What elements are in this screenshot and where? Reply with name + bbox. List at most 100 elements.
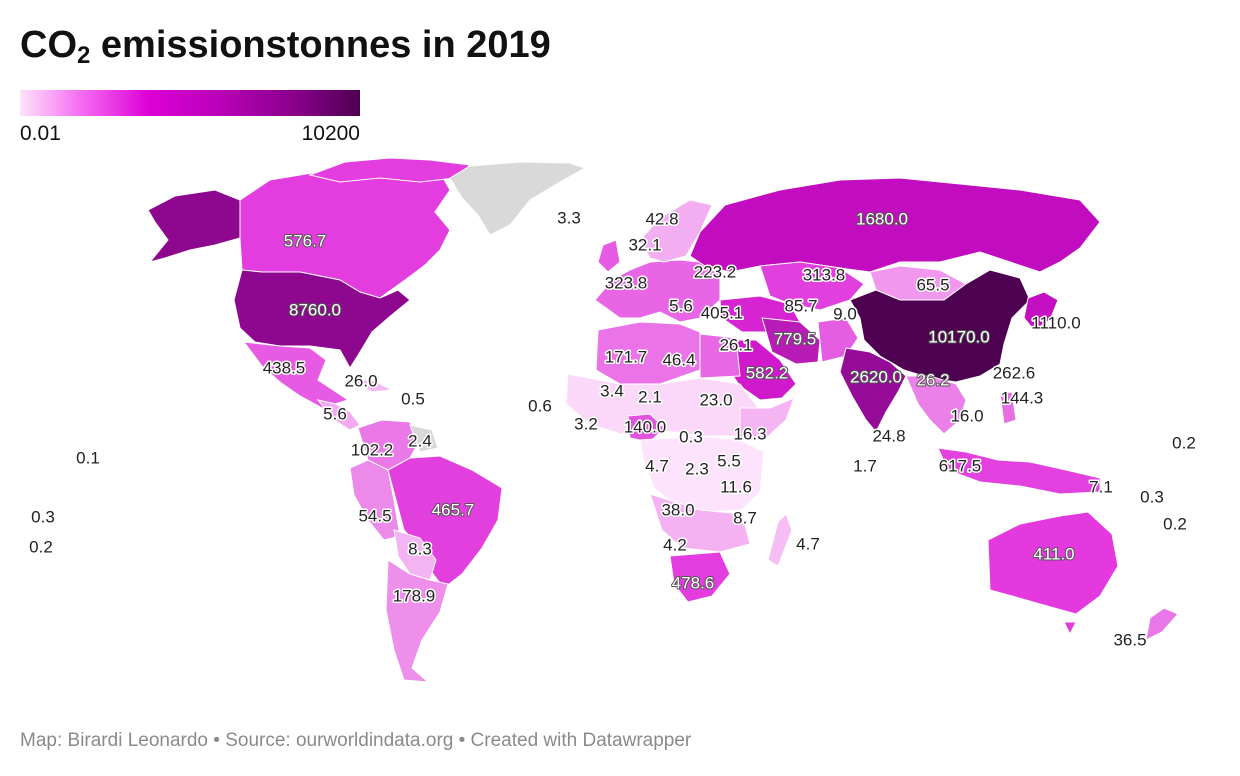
label-papua-new-guinea: 7.1 — [1089, 477, 1113, 496]
label-sri-lanka: 24.8 — [872, 426, 905, 445]
world-map: 576.7 8760.0 438.5 26.0 0.5 5.6 102.2 2.… — [28, 157, 1198, 683]
label-jordan: 26.1 — [719, 335, 752, 354]
label-canada: 576.7 — [284, 231, 327, 250]
label-denmark: 32.1 — [628, 235, 661, 254]
cuba-shape[interactable] — [349, 379, 394, 393]
title-text-rest: emissionstonnes in 2019 — [90, 24, 551, 66]
footer-credits: Map: Birardi Leonardo • Source: ourworld… — [20, 730, 692, 751]
angola-zambia-shape[interactable] — [649, 493, 751, 553]
central-africa-shape[interactable] — [639, 435, 765, 513]
label-drc: 2.3 — [685, 459, 709, 478]
label-india: 2620.0 — [850, 367, 902, 386]
label-vanuatu: 0.2 — [1163, 514, 1187, 533]
label-tanzania: 11.6 — [720, 477, 752, 496]
label-mexico: 438.5 — [263, 358, 306, 377]
label-saudi-arabia: 582.2 — [746, 363, 789, 382]
label-gabon: 4.7 — [645, 456, 669, 475]
label-madagascar: 4.7 — [796, 534, 820, 553]
label-kyrgyzstan: 9.0 — [833, 304, 857, 323]
label-russia: 1680.0 — [856, 209, 908, 228]
label-usa: 8760.0 — [289, 300, 341, 319]
label-ukraine: 223.2 — [694, 262, 737, 281]
chart-title: CO2 emissionstonnes in 2019 — [20, 22, 551, 79]
label-scandinavia: 42.8 — [645, 209, 678, 228]
label-cuba: 26.0 — [344, 371, 377, 390]
label-cape-verde: 0.6 — [528, 396, 552, 415]
legend-labels: 0.01 10200 — [20, 116, 360, 146]
color-legend: 0.01 10200 — [20, 90, 360, 146]
label-namibia: 4.2 — [663, 535, 687, 554]
new-zealand-shape[interactable] — [1145, 607, 1179, 641]
guianas-shape[interactable] — [409, 424, 439, 453]
label-bolivia: 8.3 — [408, 539, 432, 558]
label-indonesia: 617.5 — [939, 456, 982, 475]
label-myanmar: 26.2 — [916, 370, 949, 389]
label-guinea: 3.2 — [574, 414, 598, 433]
label-iceland: 3.3 — [557, 208, 581, 227]
label-cambodia: 16.0 — [950, 406, 983, 425]
label-peru: 54.5 — [358, 506, 391, 525]
label-argentina: 178.9 — [393, 586, 436, 605]
country-shapes — [147, 157, 1179, 683]
label-solomon-islands: 0.3 — [1140, 487, 1164, 506]
label-sudan: 23.0 — [699, 390, 732, 409]
label-colombia: 102.2 — [351, 440, 394, 459]
label-balkans: 5.6 — [669, 296, 693, 315]
label-pacific-2: 0.3 — [31, 507, 55, 526]
label-iran: 779.5 — [774, 329, 817, 348]
nigeria-shape[interactable] — [627, 413, 665, 443]
madagascar-shape[interactable] — [767, 513, 793, 567]
china-shape[interactable] — [849, 269, 1031, 383]
canada-islands-shape[interactable] — [308, 157, 472, 183]
label-brazil: 465.7 — [432, 500, 475, 519]
label-turkey: 405.1 — [701, 303, 744, 322]
label-ethiopia: 16.3 — [733, 424, 766, 443]
brazil-shape[interactable] — [387, 455, 503, 589]
argentina-chile-shape[interactable] — [385, 559, 449, 683]
alaska-shape[interactable] — [147, 189, 241, 263]
egypt-shape[interactable] — [699, 333, 741, 379]
label-maldives: 1.7 — [853, 456, 877, 475]
mexico-shape[interactable] — [242, 341, 350, 409]
india-shape[interactable] — [839, 347, 907, 433]
philippines-shape[interactable] — [999, 391, 1017, 425]
iran-shape[interactable] — [761, 317, 821, 365]
label-new-zealand: 36.5 — [1113, 630, 1146, 649]
label-uzbekistan: 85.7 — [784, 296, 817, 315]
europe-shape[interactable] — [594, 259, 721, 323]
title-text: CO — [20, 24, 77, 66]
label-car: 0.3 — [679, 427, 703, 446]
label-mongolia: 65.5 — [916, 275, 949, 294]
south-africa-shape[interactable] — [669, 551, 731, 603]
australia-shape[interactable] — [987, 511, 1119, 615]
label-mali: 3.4 — [600, 381, 624, 400]
label-marshall-islands: 0.2 — [1172, 433, 1196, 452]
title-subscript: 2 — [77, 42, 91, 69]
central-america-shape[interactable] — [316, 399, 361, 431]
label-philippines: 144.3 — [1001, 388, 1044, 407]
label-pacific-3: 0.2 — [29, 537, 53, 556]
label-caribbean: 0.5 — [401, 389, 425, 408]
label-mozambique: 8.7 — [733, 508, 757, 527]
uk-shape[interactable] — [597, 239, 621, 273]
southeast-asia-shape[interactable] — [905, 375, 967, 435]
label-pacific-1: 0.1 — [76, 448, 100, 467]
label-nigeria: 140.0 — [624, 417, 667, 436]
russia-shape[interactable] — [689, 177, 1101, 273]
label-angola: 38.0 — [661, 500, 694, 519]
label-algeria: 171.7 — [605, 347, 648, 366]
label-taiwan: 262.6 — [993, 363, 1036, 382]
tasmania-shape[interactable] — [1063, 621, 1077, 636]
legend-min-label: 0.01 — [20, 122, 61, 145]
legend-gradient-bar — [20, 90, 360, 116]
label-japan: 1110.0 — [1031, 313, 1080, 332]
label-uganda: 5.5 — [717, 451, 741, 470]
korea-japan-shape[interactable] — [1023, 291, 1059, 331]
label-guyana: 2.4 — [408, 431, 432, 450]
indonesia-shape[interactable] — [937, 447, 1101, 495]
label-australia: 411.0 — [1033, 544, 1074, 563]
label-kazakhstan: 313.8 — [803, 265, 846, 284]
value-labels: 576.7 8760.0 438.5 26.0 0.5 5.6 102.2 2.… — [28, 207, 1198, 651]
greenland-shape[interactable] — [449, 161, 587, 236]
usa-shape[interactable] — [233, 269, 411, 369]
